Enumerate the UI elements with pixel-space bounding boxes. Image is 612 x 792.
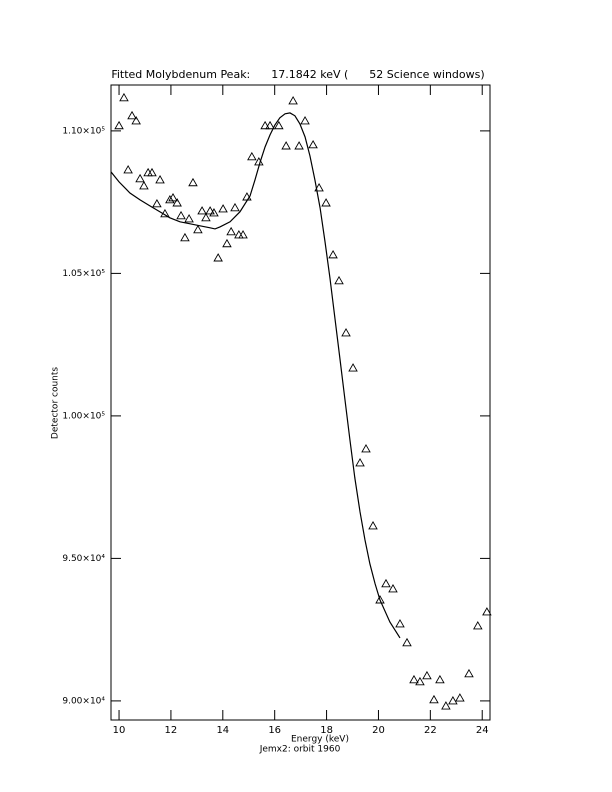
data-point bbox=[201, 212, 211, 222]
x-tick-label: 18 bbox=[320, 725, 333, 736]
data-point bbox=[165, 194, 175, 204]
data-point bbox=[265, 120, 275, 130]
data-point bbox=[147, 167, 157, 177]
footer: Jemx2: orbit 1960 bbox=[259, 745, 341, 755]
data-point bbox=[435, 674, 445, 684]
data-point bbox=[402, 637, 412, 647]
y-axis-label: Detector counts bbox=[51, 367, 61, 439]
data-point bbox=[188, 177, 198, 187]
data-point bbox=[180, 232, 190, 242]
data-point bbox=[168, 192, 178, 202]
data-point bbox=[226, 226, 236, 236]
data-point bbox=[155, 175, 165, 184]
x-tick-label: 24 bbox=[476, 725, 489, 736]
y-tick-label: 9.50×10⁴ bbox=[62, 554, 105, 564]
data-point bbox=[213, 253, 223, 262]
plot-frame bbox=[110, 84, 491, 721]
x-tick-label: 14 bbox=[216, 725, 229, 736]
data-point bbox=[388, 583, 398, 593]
data-point bbox=[321, 198, 331, 207]
data-point bbox=[314, 182, 324, 192]
data-point bbox=[152, 198, 162, 208]
data-point bbox=[348, 363, 358, 372]
data-point bbox=[473, 621, 483, 630]
x-tick-label: 20 bbox=[372, 725, 385, 736]
data-point bbox=[334, 275, 344, 285]
data-point bbox=[328, 249, 338, 259]
data-point bbox=[281, 141, 291, 150]
data-point bbox=[274, 120, 284, 130]
x-tick-label: 16 bbox=[268, 725, 281, 736]
data-point bbox=[294, 141, 304, 150]
data-point bbox=[260, 120, 270, 130]
y-tick-label: 1.05×10⁵ bbox=[62, 269, 105, 279]
data-point bbox=[422, 670, 432, 680]
data-point bbox=[119, 92, 129, 102]
data-point bbox=[247, 151, 257, 161]
data-point bbox=[448, 695, 458, 705]
data-point bbox=[415, 676, 425, 686]
data-point bbox=[172, 198, 182, 207]
data-point bbox=[395, 619, 405, 628]
data-point bbox=[114, 120, 124, 130]
y-tick-label: 1.10×10⁵ bbox=[62, 126, 105, 136]
data-point bbox=[288, 96, 298, 105]
chart-title: Fitted Molybdenum Peak: 17.1842 keV ( 52… bbox=[111, 68, 484, 81]
data-point bbox=[218, 204, 228, 213]
data-point bbox=[308, 139, 318, 149]
data-point bbox=[464, 668, 474, 678]
data-point bbox=[361, 444, 371, 453]
data-point bbox=[176, 210, 186, 220]
data-point bbox=[230, 202, 240, 212]
data-point bbox=[131, 116, 141, 125]
data-point bbox=[222, 238, 232, 248]
data-point bbox=[123, 165, 133, 174]
data-point bbox=[205, 206, 215, 215]
x-tick-label: 12 bbox=[165, 725, 178, 736]
data-point bbox=[300, 116, 310, 125]
data-point bbox=[441, 701, 451, 710]
data-point bbox=[184, 214, 194, 223]
data-point bbox=[238, 230, 248, 239]
x-tick-label: 10 bbox=[113, 725, 126, 736]
x-tick-label: 22 bbox=[424, 725, 437, 736]
data-point bbox=[409, 674, 419, 684]
data-point bbox=[197, 206, 207, 215]
fit-line bbox=[110, 112, 401, 639]
data-point bbox=[429, 694, 439, 704]
data-point bbox=[375, 595, 385, 604]
data-point bbox=[368, 521, 378, 530]
data-point bbox=[135, 173, 145, 183]
data-point bbox=[127, 110, 137, 120]
x-axis-label: Energy (keV) bbox=[291, 735, 349, 745]
data-point bbox=[381, 578, 391, 588]
data-point bbox=[193, 224, 203, 234]
data-point bbox=[209, 208, 219, 217]
data-point bbox=[355, 458, 365, 467]
data-point bbox=[341, 328, 351, 337]
y-tick-label: 1.00×10⁵ bbox=[62, 411, 105, 421]
y-tick-label: 9.00×10⁴ bbox=[62, 696, 105, 706]
data-point bbox=[234, 230, 244, 239]
data-point bbox=[482, 607, 492, 616]
data-point bbox=[139, 180, 149, 190]
data-point bbox=[455, 693, 465, 702]
